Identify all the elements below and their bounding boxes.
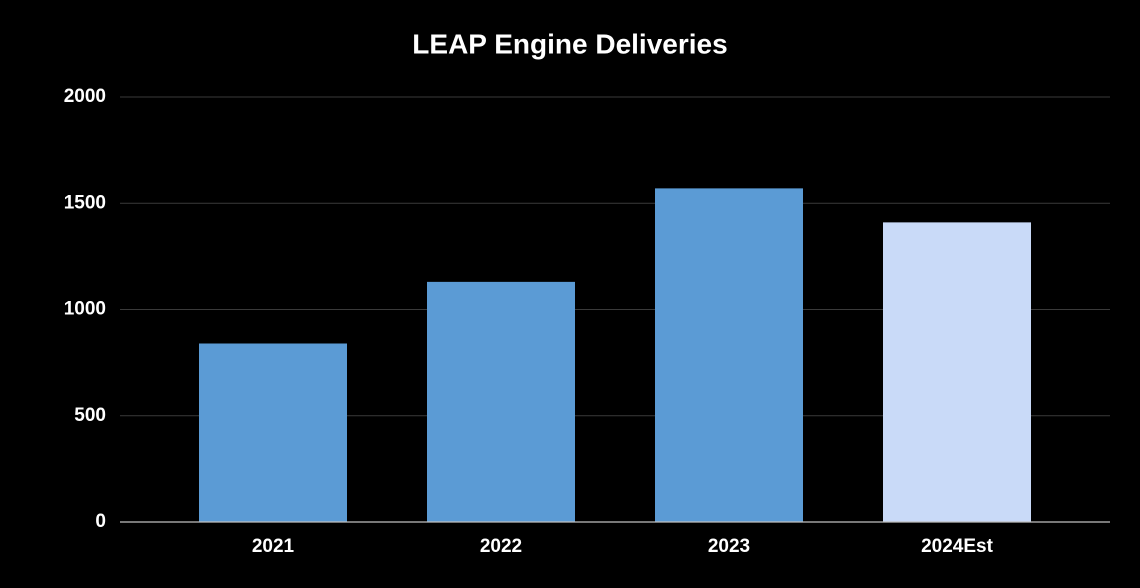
x-tick-label: 2024Est [921,536,994,557]
y-tick-label: 500 [74,405,106,426]
bar [199,343,347,522]
x-tick-label: 2021 [252,536,295,557]
x-tick-label: 2023 [708,536,750,557]
bar [655,188,803,522]
chart-title: LEAP Engine Deliveries [412,28,727,59]
y-tick-label: 1000 [64,299,106,320]
y-tick-label: 1500 [64,192,106,213]
bar [883,222,1031,522]
y-tick-label: 2000 [64,86,106,107]
x-tick-label: 2022 [480,536,522,557]
bar [427,281,575,522]
y-tick-label: 0 [95,511,106,532]
